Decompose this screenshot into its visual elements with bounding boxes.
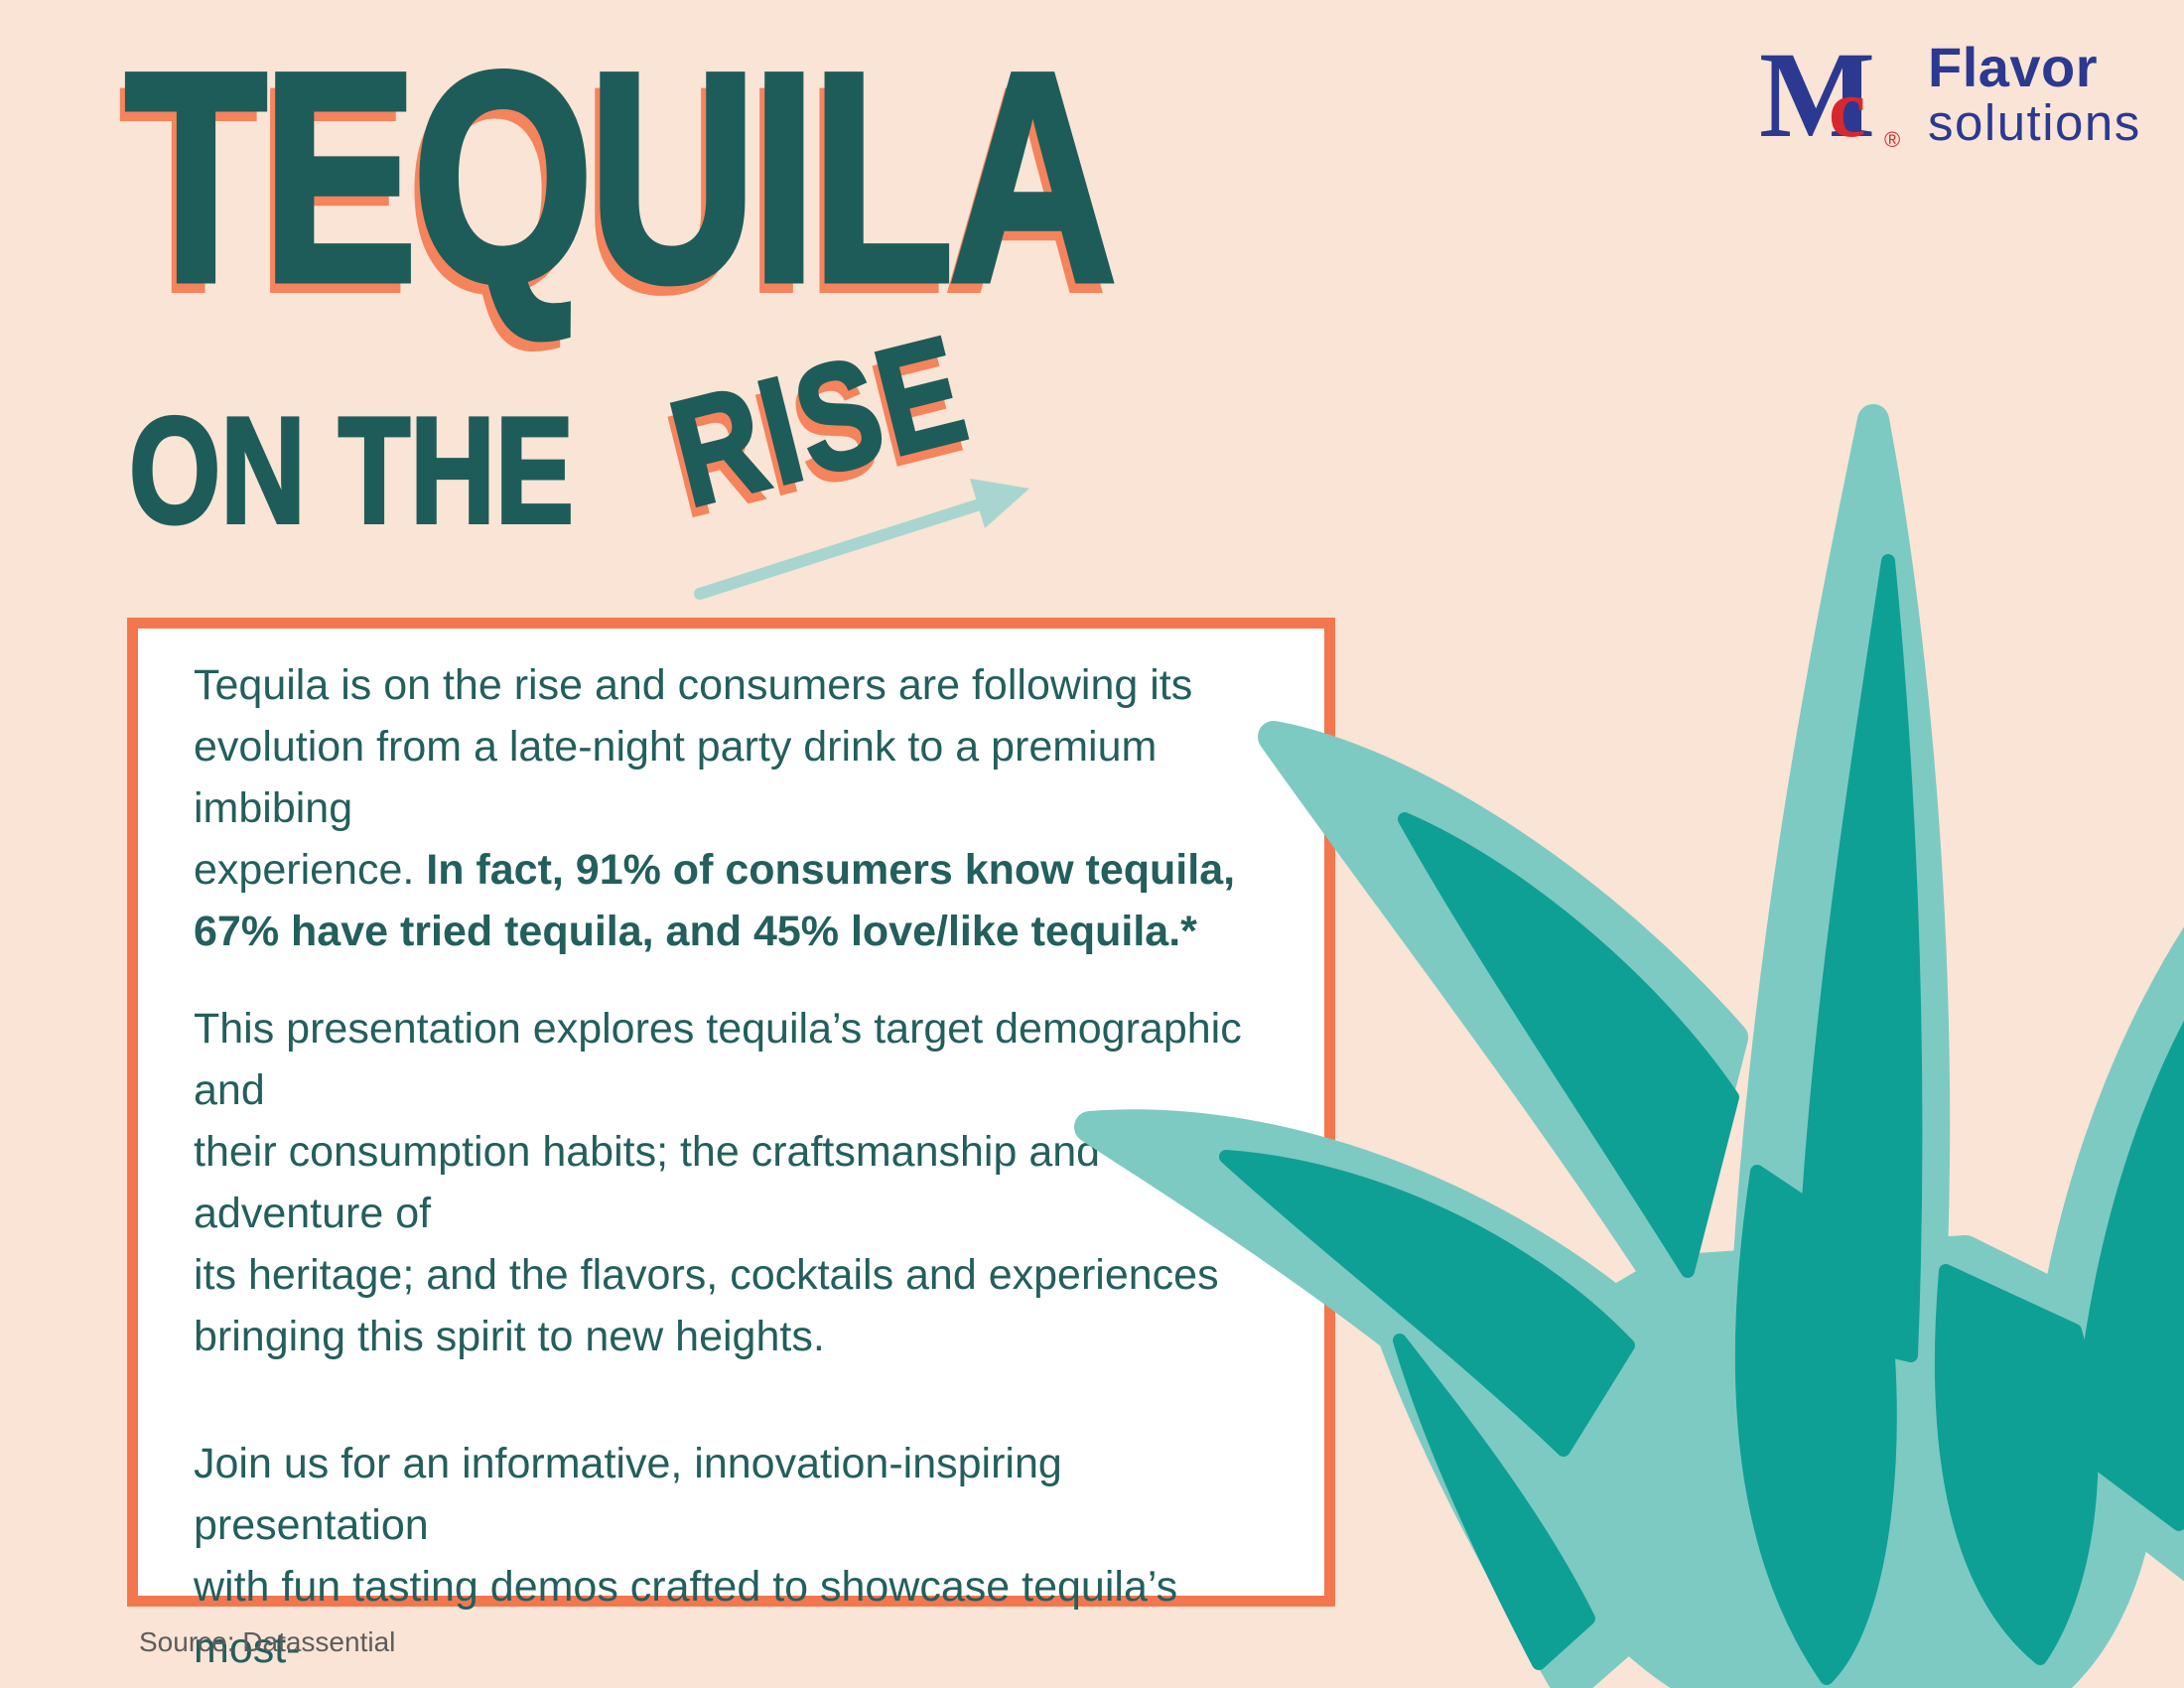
- source-attribution: Source: Datassential: [139, 1626, 396, 1657]
- intro-text-box: Tequila is on the rise and consumers are…: [127, 618, 1335, 1688]
- page-subtitle-prefix: ON THE: [127, 386, 575, 555]
- rise-arrow-icon: [694, 479, 1029, 600]
- intro-paragraph-1: Tequila is on the rise and consumers are…: [194, 654, 1255, 962]
- logo-wordmark: Flavor solutions: [1928, 36, 2141, 151]
- page-title: TEQUILA: [122, 10, 1119, 344]
- mccormick-flavor-solutions-logo: M c ® Flavor solutions: [1759, 27, 2141, 163]
- intro-paragraph-1-stats: In fact, 91% of consumers know tequila, …: [194, 846, 1236, 955]
- mc-monogram-c: c: [1829, 63, 1866, 155]
- logo-wordmark-solutions: solutions: [1928, 94, 2141, 151]
- logo-wordmark-flavor: Flavor: [1928, 36, 2099, 98]
- intro-paragraph-3: Join us for an informative, innovation-i…: [194, 1440, 1178, 1688]
- intro-paragraph-1-text: Tequila is on the rise and consumers are…: [194, 661, 1193, 894]
- registered-trademark-icon: ®: [1884, 127, 1901, 152]
- mc-monogram-m: M: [1759, 27, 1875, 163]
- mccormick-mc-emblem-icon: M c ®: [1759, 27, 1908, 163]
- intro-paragraph-2: This presentation explores tequila’s tar…: [194, 1005, 1242, 1360]
